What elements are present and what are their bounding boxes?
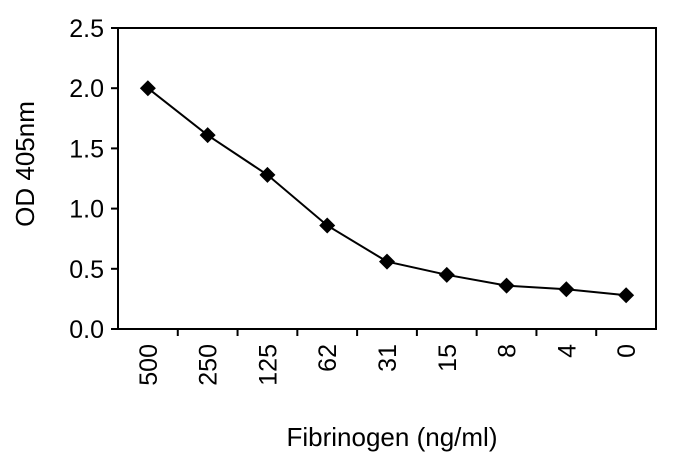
y-tick-label: 1.0 <box>69 196 104 224</box>
x-tick-label: 125 <box>254 344 282 386</box>
y-tick-label: 2.0 <box>69 75 104 103</box>
data-point-marker <box>438 266 455 283</box>
data-point-marker <box>618 287 635 304</box>
data-point-marker <box>259 166 276 183</box>
y-tick-label: 1.5 <box>69 135 104 163</box>
x-tick-label: 0 <box>613 344 641 358</box>
data-point-marker <box>498 277 515 294</box>
x-tick-label: 62 <box>314 344 342 372</box>
data-point-marker <box>379 253 395 270</box>
data-point-marker <box>319 217 336 234</box>
y-axis-label: OD 405nm <box>10 101 40 227</box>
x-axis: 500 250 125 62 31 15 8 4 0 <box>135 329 641 386</box>
x-tick-label: 4 <box>553 344 581 358</box>
data-point-marker <box>139 80 156 97</box>
plot-area-frame <box>117 27 657 330</box>
x-tick-label: 15 <box>434 344 462 372</box>
plot-border <box>117 27 657 330</box>
data-point-marker <box>558 281 575 298</box>
data-point-marker <box>199 127 216 144</box>
x-tick-label: 250 <box>195 344 223 386</box>
x-tick-label: 31 <box>374 344 402 372</box>
y-tick-label: 2.5 <box>69 15 104 43</box>
y-tick-label: 0.5 <box>69 256 104 284</box>
x-tick-label: 500 <box>135 344 163 386</box>
x-axis-label: Fibrinogen (ng/ml) <box>287 422 498 452</box>
x-tick-label: 8 <box>494 344 522 358</box>
y-tick-label: 0.0 <box>69 316 104 344</box>
data-series <box>139 80 635 304</box>
y-axis: 0.0 0.5 1.0 1.5 2.0 2.5 <box>69 15 118 344</box>
